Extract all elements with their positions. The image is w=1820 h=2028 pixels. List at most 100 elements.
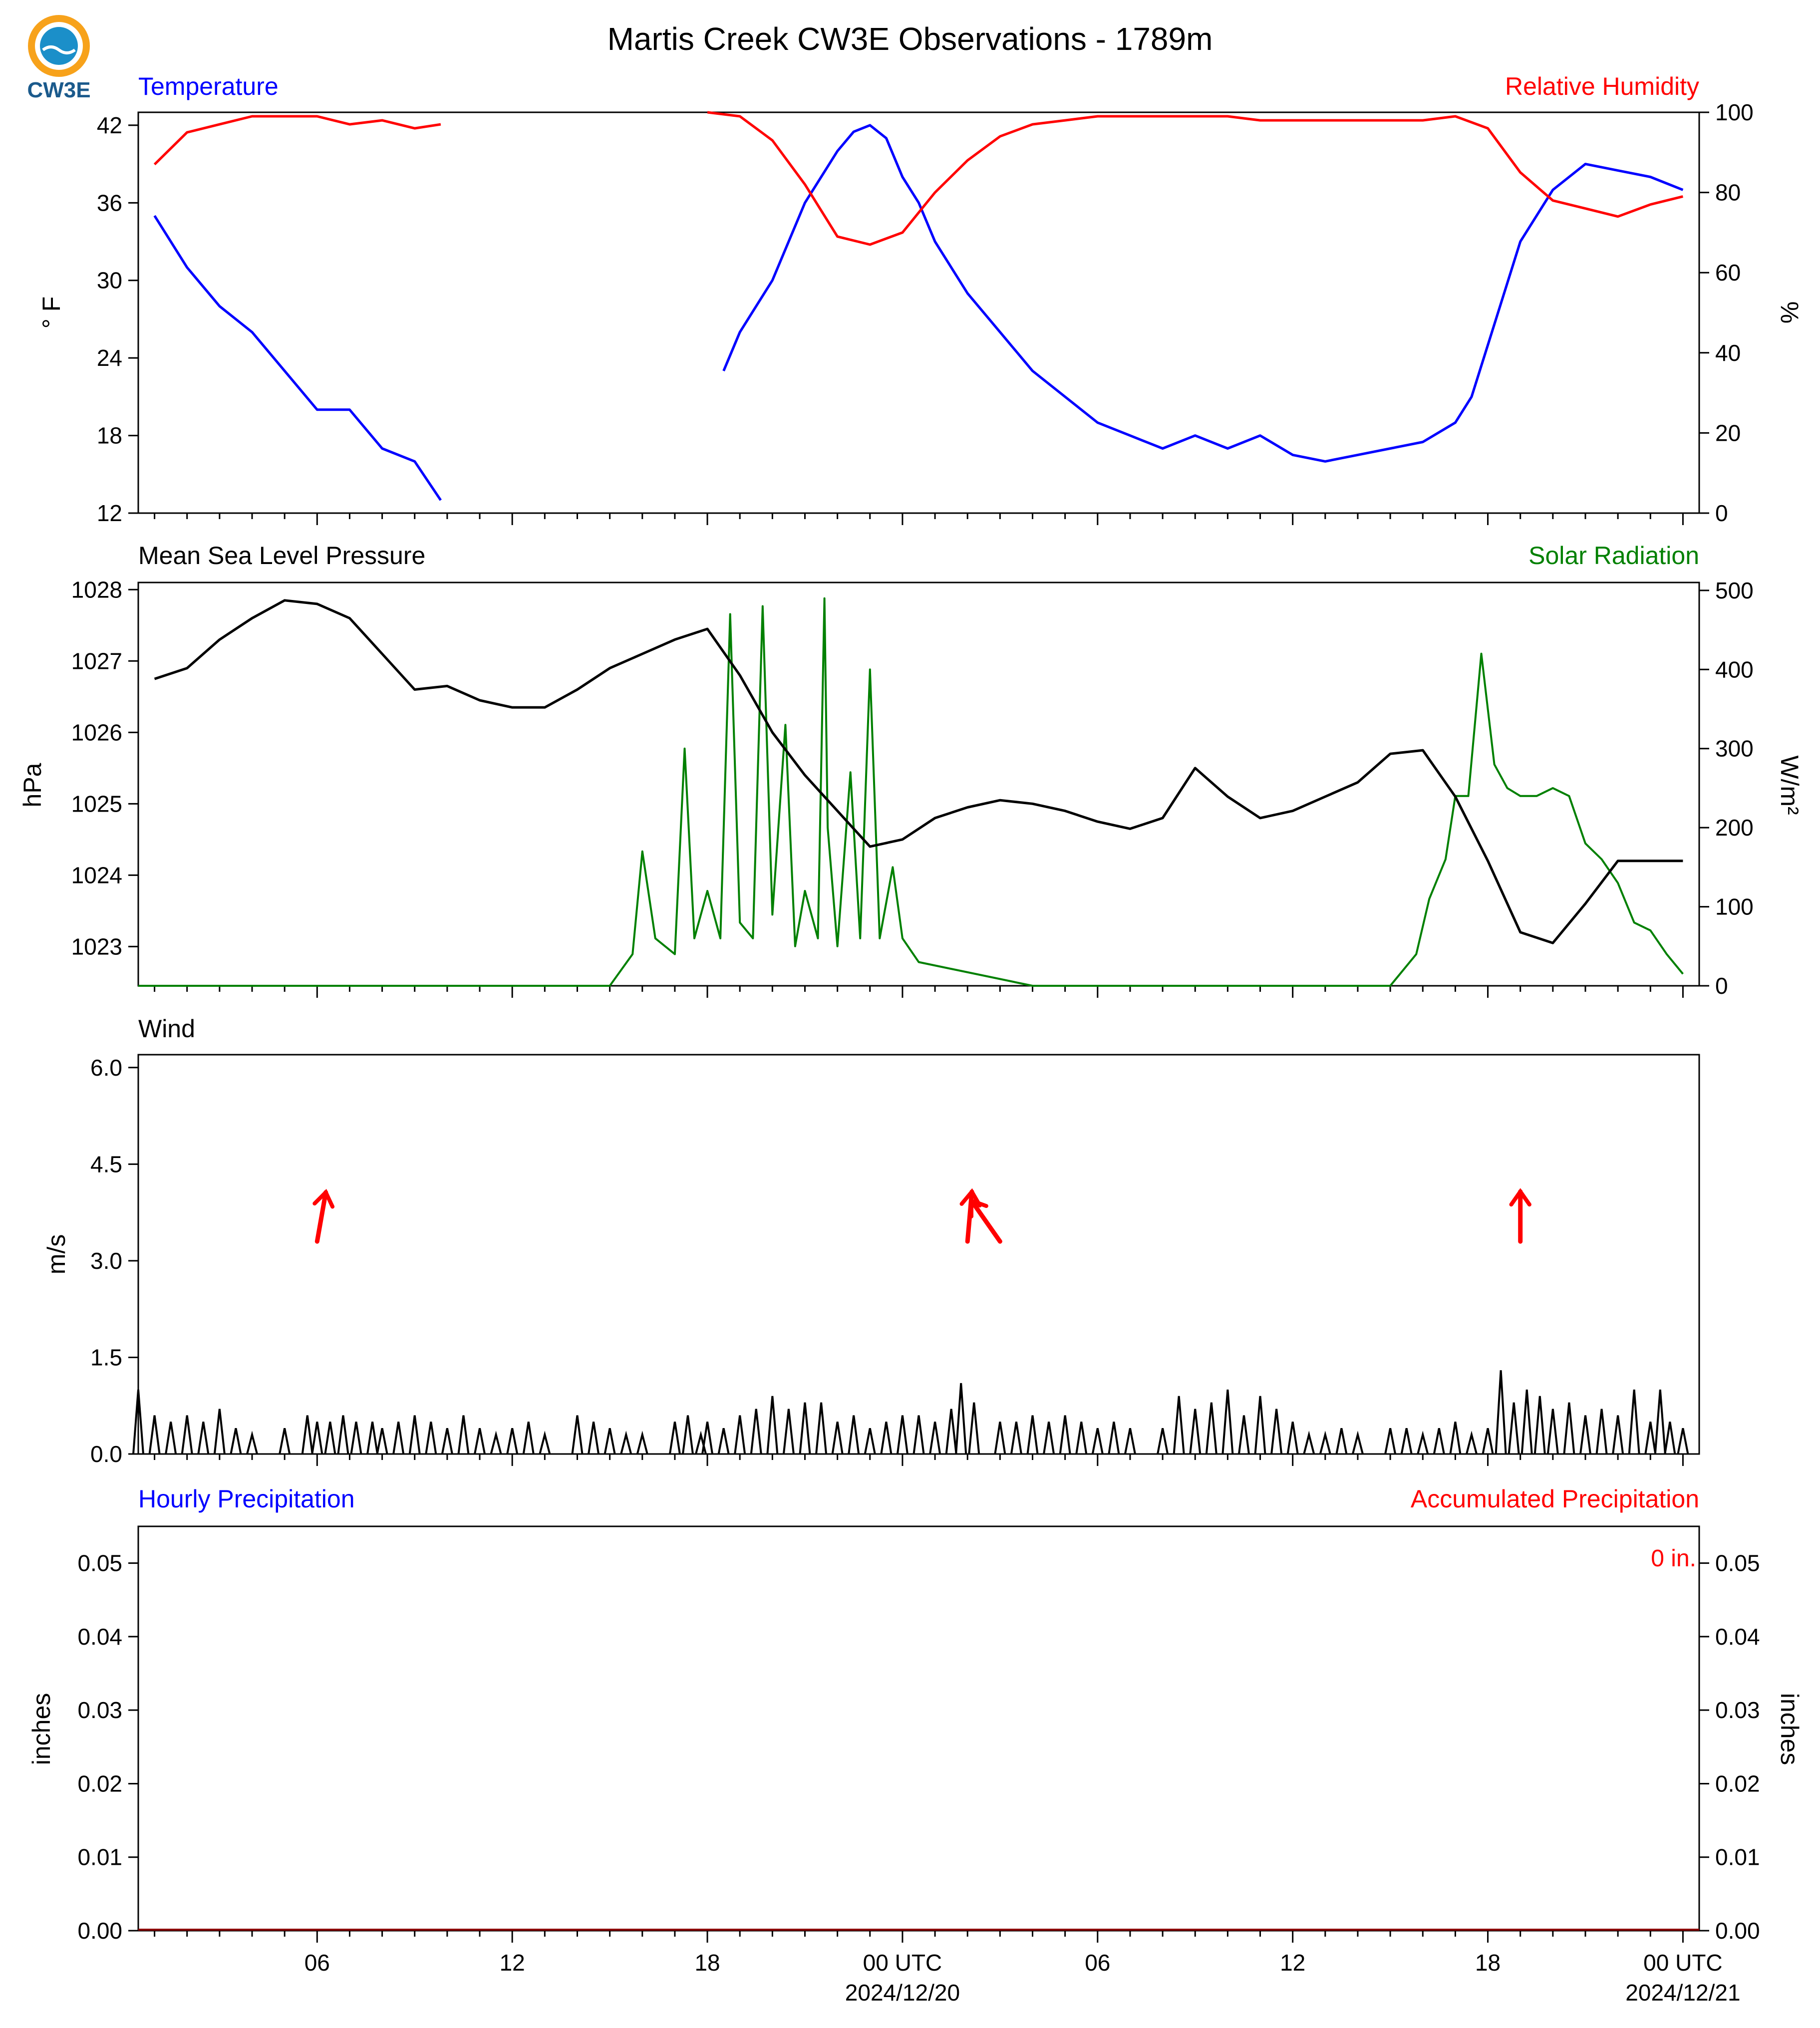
pressure-ytick-label-left: 1026 [71, 719, 122, 745]
wind-speed-spike [1563, 1402, 1575, 1454]
logo-text: CW3E [27, 78, 90, 102]
wind-speed-spike [1495, 1370, 1507, 1454]
wind-speed-spike [1254, 1396, 1266, 1454]
wind-speed-spike [1546, 1409, 1559, 1454]
precip-ytick-label-left: 0.02 [77, 1770, 122, 1796]
logo-ring-icon [28, 15, 90, 77]
wind-speed-spike [522, 1422, 535, 1454]
x-tick-label: 18 [694, 1950, 720, 1976]
wind-speed-spike [337, 1415, 349, 1454]
accum-precip-title: Accumulated Precipitation [1411, 1485, 1699, 1513]
wind-speed-spike [301, 1415, 313, 1454]
wind-speed-spike [1237, 1415, 1250, 1454]
wind-speed-spike [539, 1431, 551, 1454]
rh-ytick-label-right: 20 [1715, 420, 1741, 446]
x-tick-label: 06 [304, 1950, 330, 1976]
wind-speed-spike [864, 1428, 876, 1454]
precip-ylabel-left: inches [27, 1693, 55, 1765]
temperature-line [153, 215, 442, 501]
accum-ytick-label-right: 0.04 [1715, 1624, 1760, 1650]
wind-speed-spike [1205, 1402, 1217, 1454]
wind-speed-spike [1108, 1422, 1120, 1454]
temp-ytick-label-left: 42 [97, 112, 122, 138]
wind-speed-spike [181, 1415, 193, 1454]
wind-speed-spike [1654, 1389, 1666, 1454]
precip-ylabel-right: inches [1776, 1693, 1804, 1765]
wind-speed-spike [912, 1415, 925, 1454]
accum-total-label: 0 in. [1651, 1545, 1696, 1572]
wind-speed-spike [1173, 1396, 1185, 1454]
wind-speed-spike [1319, 1431, 1331, 1454]
wind-speed-spike [717, 1428, 730, 1454]
wind-speed-spike [1612, 1415, 1624, 1454]
wind-arrow [969, 1198, 1002, 1244]
wind-speed-spike [1664, 1422, 1676, 1454]
x-date-label: 2024/12/20 [845, 1980, 960, 2006]
pressure-ylabel: hPa [18, 763, 46, 807]
rh-title: Relative Humidity [1505, 72, 1699, 100]
wind-speed-spike [1010, 1422, 1022, 1454]
accum-ytick-label-right: 0.02 [1715, 1770, 1760, 1796]
temp-ytick-label-left: 30 [97, 268, 122, 293]
pressure-title: Mean Sea Level Pressure [138, 542, 425, 570]
temp-ytick-label-left: 18 [97, 423, 122, 449]
wind-speed-spike [668, 1422, 681, 1454]
temp-ylabel: ° F [37, 296, 65, 328]
wind-speed-spike [197, 1422, 210, 1454]
wind-speed-spike [1384, 1428, 1397, 1454]
wind-speed-spike [376, 1428, 388, 1454]
wind-speed-spike [750, 1409, 762, 1454]
pressure-ytick-label-left: 1025 [71, 791, 122, 817]
wind-speed-spike [1628, 1389, 1640, 1454]
wind-speed-spike [1677, 1428, 1689, 1454]
temperature-line [722, 124, 1684, 463]
wind-speed-spike [1449, 1422, 1462, 1454]
solar-ytick-label-right: 400 [1715, 656, 1754, 682]
wind-speed-spike [1043, 1422, 1055, 1454]
wind-speed-spike [1026, 1415, 1039, 1454]
wind-speed-spike [1157, 1428, 1169, 1454]
accum-ytick-label-right: 0.00 [1715, 1918, 1760, 1944]
wind-speed-spike [392, 1422, 405, 1454]
wind-speed-spike [148, 1415, 161, 1454]
solar-ytick-label-right: 200 [1715, 815, 1754, 841]
solar-ylabel: W/m² [1776, 755, 1804, 815]
humidity-line [153, 115, 441, 166]
rh-ytick-label-right: 0 [1715, 500, 1728, 526]
wind-speed-spike [1189, 1409, 1202, 1454]
wind-speed-spike [620, 1431, 632, 1454]
cw3e-logo: CW3E [27, 15, 91, 102]
pressure-frame [137, 581, 1700, 987]
wind-speed-spike [1579, 1415, 1591, 1454]
precip-ytick-label-left: 0.04 [77, 1624, 122, 1650]
wind-speed-spike [994, 1422, 1006, 1454]
rh-ytick-label-right: 80 [1715, 180, 1741, 206]
x-date-label: 2024/12/21 [1625, 1980, 1740, 2006]
chart-title: Martis Creek CW3E Observations - 1789m [607, 21, 1213, 57]
pressure-ytick-label-left: 1024 [71, 862, 122, 888]
plot-layer: 12 18 24 30 36 42 0 20 40 60 80 100 1023 1024 1025 1026… [71, 99, 1760, 2006]
solar-ytick-label-right: 100 [1715, 894, 1754, 920]
wind-speed-spike [848, 1415, 860, 1454]
wind-speed-spike [324, 1422, 336, 1454]
wind-speed-spike [132, 1389, 144, 1454]
temp-ytick-label-left: 36 [97, 190, 122, 216]
pressure-ytick-label-left: 1027 [71, 648, 122, 674]
wind-speed-spike [1124, 1428, 1136, 1454]
wind-arrow-head [312, 1188, 335, 1209]
wind-speed-spike [734, 1415, 746, 1454]
wind-speed-spike [1091, 1428, 1104, 1454]
wind-ytick-label-left: 3.0 [90, 1248, 122, 1274]
x-tick-label: 12 [1280, 1950, 1305, 1976]
temp-ytick-label-left: 12 [97, 500, 122, 526]
wind-speed-spike [831, 1422, 844, 1454]
wind-ytick-label-left: 1.5 [90, 1344, 122, 1370]
wind-speed-spike [1533, 1396, 1546, 1454]
wind-speed-spike [1221, 1389, 1234, 1454]
wind-arrow [314, 1190, 328, 1244]
logo-wave-icon [42, 45, 76, 54]
precip-ytick-label-left: 0.00 [77, 1918, 122, 1944]
wind-speed-spike [1433, 1428, 1445, 1454]
wind-ytick-label-left: 4.5 [90, 1151, 122, 1177]
